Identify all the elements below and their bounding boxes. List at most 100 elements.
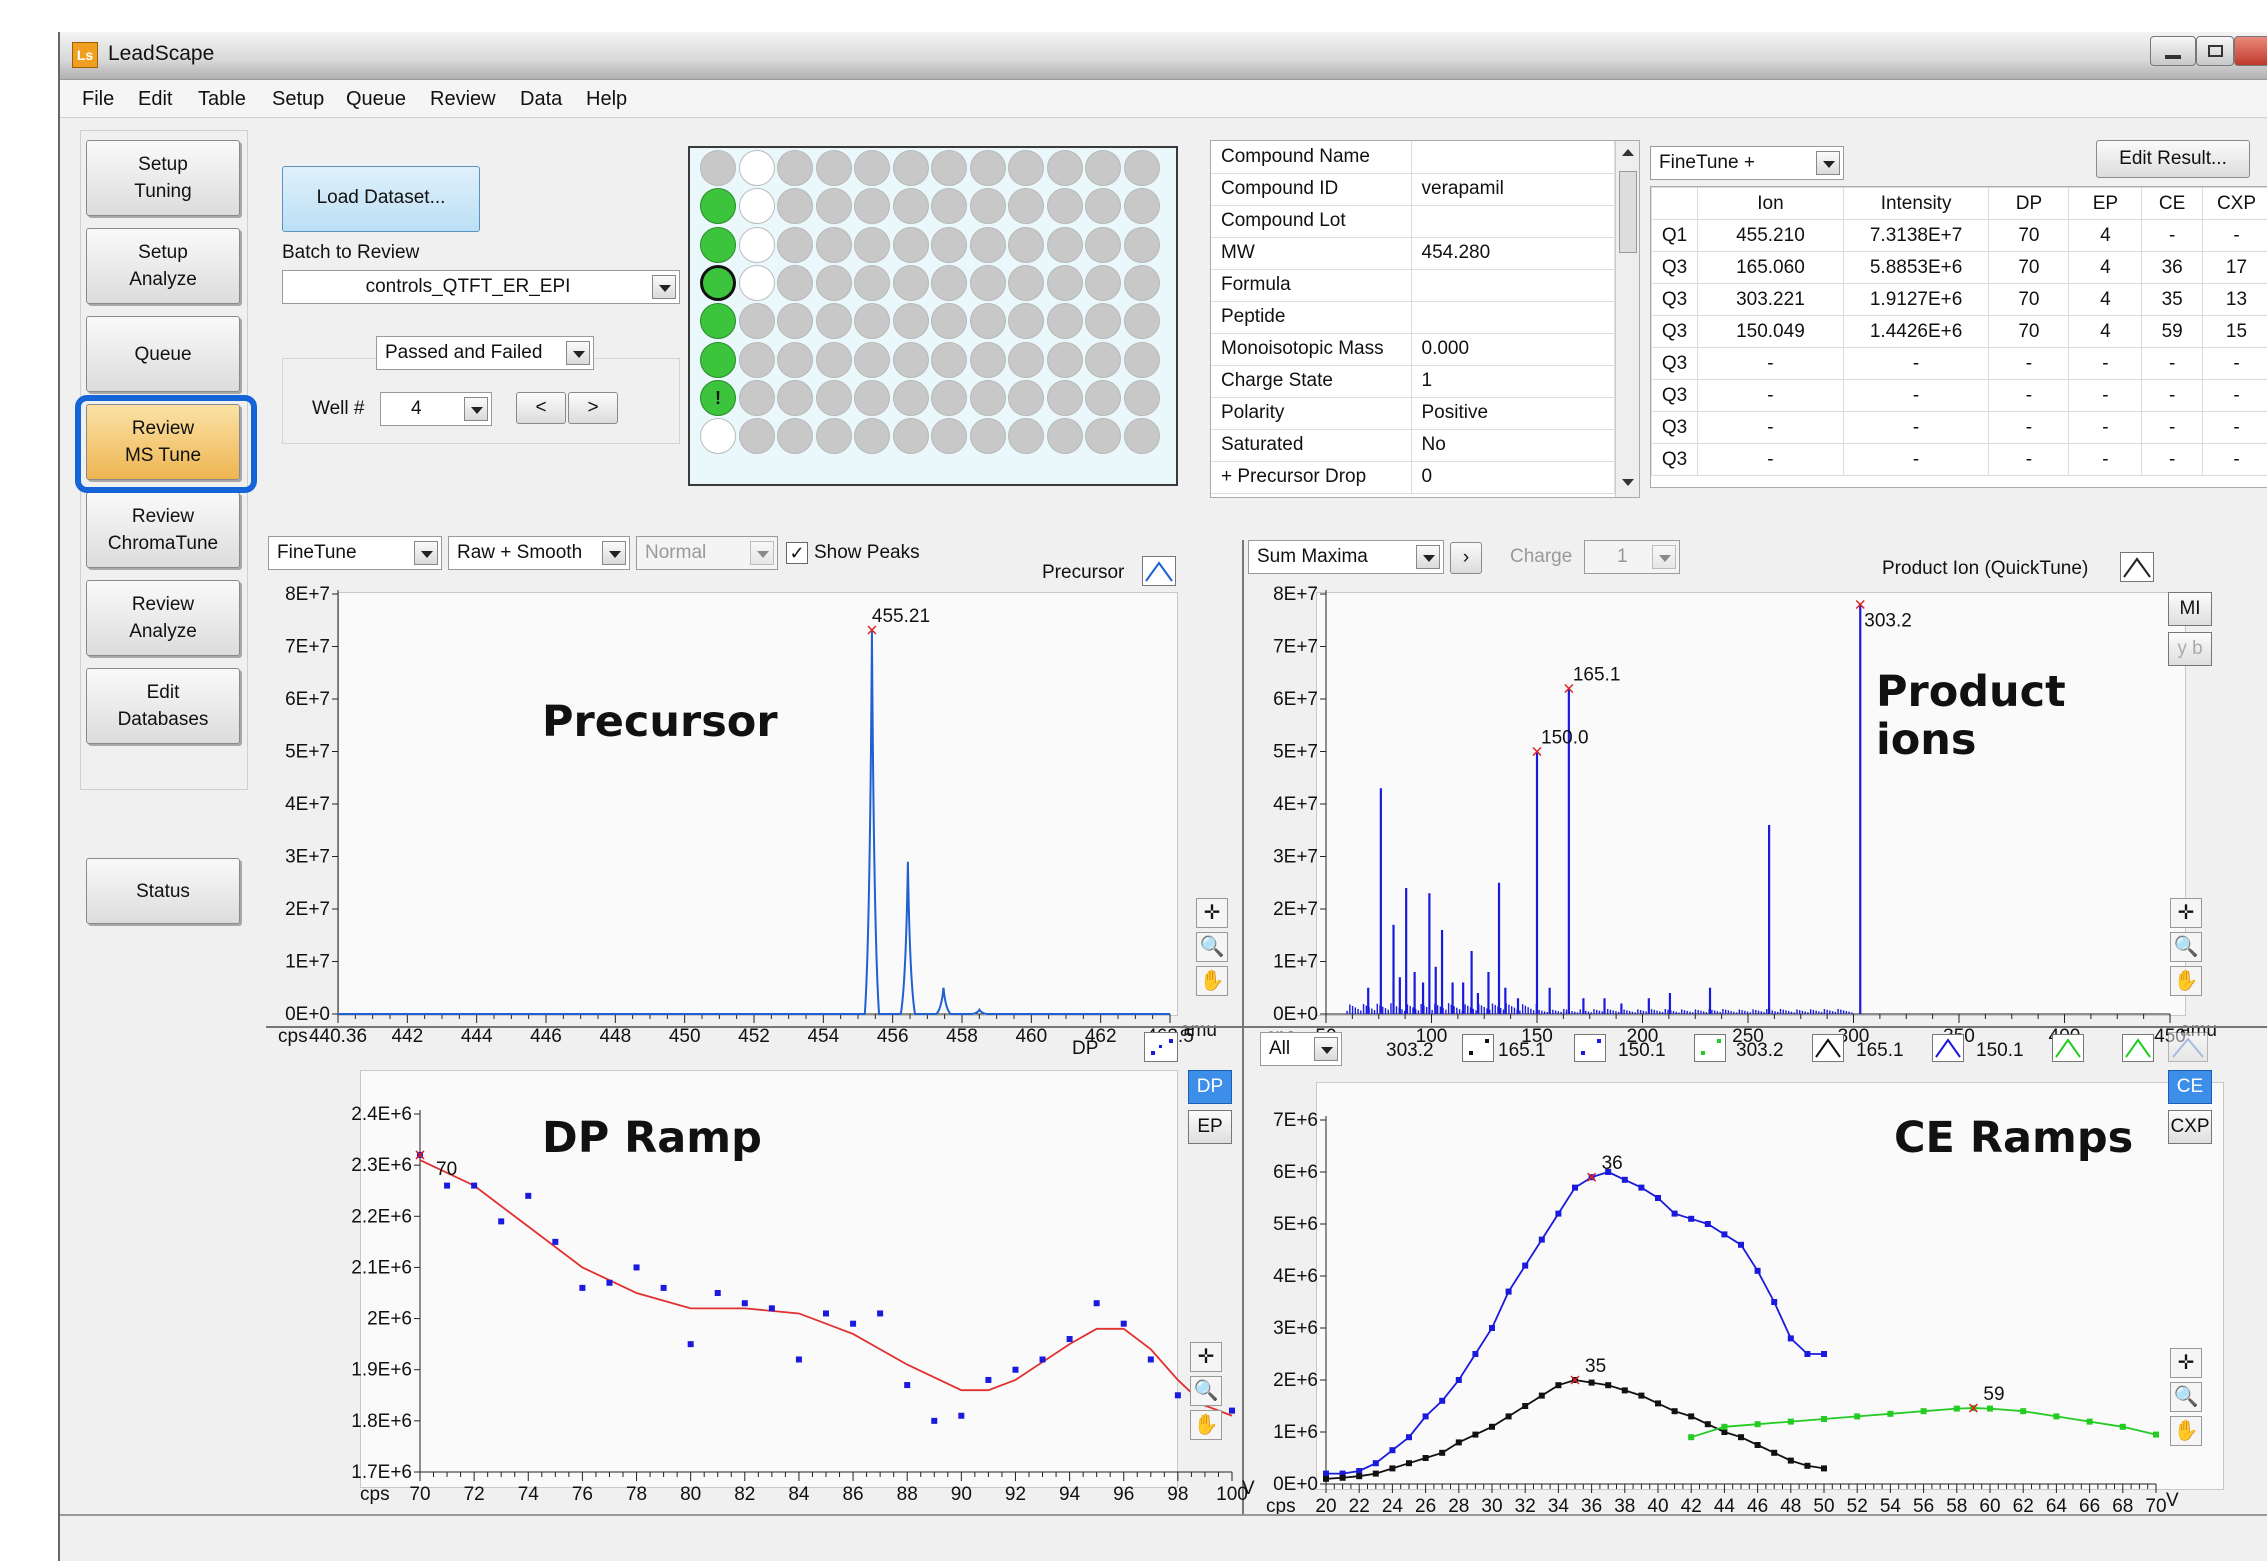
well-4-3[interactable] xyxy=(777,264,813,301)
zoom-icon[interactable]: 🔍 xyxy=(1196,932,1228,962)
well-2-7[interactable] xyxy=(931,188,967,225)
well-5-7[interactable] xyxy=(931,303,967,340)
well-6-7[interactable] xyxy=(931,341,967,378)
nav-queue[interactable]: Queue xyxy=(86,316,240,392)
well-5-9[interactable] xyxy=(1008,303,1044,340)
well-4-4[interactable] xyxy=(815,264,852,301)
minimize-button[interactable] xyxy=(2150,36,2196,66)
well-5-1[interactable] xyxy=(700,303,736,340)
well-6-9[interactable] xyxy=(1008,341,1044,378)
well-7-1[interactable]: ! xyxy=(700,379,736,416)
well-7-5[interactable] xyxy=(854,379,890,416)
menu-setup[interactable]: Setup xyxy=(272,88,325,110)
well-1-6[interactable] xyxy=(892,150,929,186)
well-4-7[interactable] xyxy=(931,264,967,301)
ion-mode-select[interactable]: FineTune + xyxy=(1650,146,1844,180)
well-2-4[interactable] xyxy=(815,188,852,225)
ion-col-header[interactable] xyxy=(1651,187,1699,220)
well-8-12[interactable] xyxy=(1123,418,1160,455)
well-8-4[interactable] xyxy=(815,418,852,455)
pan-hand-icon[interactable]: ✋ xyxy=(1196,966,1228,996)
ion-row[interactable]: Q1 455.210 7.3138E+7 70 4- - xyxy=(1651,219,2267,252)
ion-col-header[interactable]: EP xyxy=(2068,187,2143,220)
well-2-8[interactable] xyxy=(969,188,1006,225)
prev-well-button[interactable]: < xyxy=(516,392,566,424)
menu-file[interactable]: File xyxy=(82,88,115,110)
well-3-10[interactable] xyxy=(1046,226,1083,263)
ion-col-header[interactable]: CE xyxy=(2141,187,2203,220)
ion-row[interactable]: Q3 303.221 1.9127E+6 70 4 35 13 xyxy=(1651,283,2267,316)
nav-status[interactable]: Status xyxy=(86,858,240,924)
ion-row[interactable]: Q3 150.049 1.4426E+6 70 4 59 15 xyxy=(1651,315,2267,348)
load-dataset-button[interactable]: Load Dataset... xyxy=(282,166,480,232)
nav-review-chromatune[interactable]: Review ChromaTune xyxy=(86,492,240,568)
well-2-9[interactable] xyxy=(1008,188,1044,225)
well-7-2[interactable] xyxy=(738,379,775,416)
crosshair-icon[interactable]: ✛ xyxy=(2170,1348,2202,1378)
well-8-9[interactable] xyxy=(1008,418,1044,455)
crosshair-icon[interactable]: ✛ xyxy=(1196,898,1228,928)
ion-col-header[interactable]: DP xyxy=(1988,187,2070,220)
well-7-10[interactable] xyxy=(1046,379,1083,416)
well-1-1[interactable] xyxy=(700,150,736,186)
well-6-11[interactable] xyxy=(1085,341,1121,378)
precursor-mode-select[interactable]: FineTune xyxy=(268,536,442,570)
well-1-4[interactable] xyxy=(815,150,852,186)
well-1-2[interactable] xyxy=(738,150,775,186)
well-7-3[interactable] xyxy=(777,379,813,416)
nav-setup-tuning[interactable]: Setup Tuning xyxy=(86,140,240,216)
product-next-button[interactable]: › xyxy=(1450,542,1482,574)
menu-review[interactable]: Review xyxy=(430,88,496,110)
product-mode-select[interactable]: Sum Maxima xyxy=(1248,540,1444,574)
ep-button[interactable]: EP xyxy=(1188,1110,1232,1144)
edit-result-button[interactable]: Edit Result... xyxy=(2096,140,2250,178)
zoom-icon[interactable]: 🔍 xyxy=(2170,1382,2202,1412)
well-3-4[interactable] xyxy=(815,226,852,263)
crosshair-icon[interactable]: ✛ xyxy=(1190,1342,1222,1372)
well-2-11[interactable] xyxy=(1085,188,1121,225)
menu-queue[interactable]: Queue xyxy=(346,88,407,110)
well-plate[interactable]: ! xyxy=(688,146,1178,486)
well-1-9[interactable] xyxy=(1008,150,1044,186)
well-6-5[interactable] xyxy=(854,341,890,378)
menu-help[interactable]: Help xyxy=(586,88,628,110)
well-3-2[interactable] xyxy=(738,226,775,263)
scroll-up-icon[interactable] xyxy=(1622,149,1634,156)
menu-edit[interactable]: Edit xyxy=(138,88,173,110)
ion-row[interactable]: Q3- - - - - - xyxy=(1651,411,2267,444)
close-button[interactable] xyxy=(2234,36,2267,66)
well-4-1[interactable] xyxy=(700,264,736,301)
ion-col-header[interactable]: CXP xyxy=(2201,187,2267,220)
well-2-1[interactable] xyxy=(700,188,736,225)
ce-mode-select[interactable]: All xyxy=(1260,1032,1342,1066)
mi-button[interactable]: MI xyxy=(2168,592,2212,626)
well-7-9[interactable] xyxy=(1008,379,1044,416)
precursor-plot-area[interactable] xyxy=(338,592,1178,1016)
zoom-icon[interactable]: 🔍 xyxy=(1190,1376,1222,1406)
well-1-5[interactable] xyxy=(854,150,890,186)
well-2-2[interactable] xyxy=(738,188,775,225)
well-4-8[interactable] xyxy=(969,264,1006,301)
nav-setup-analyze[interactable]: Setup Analyze xyxy=(86,228,240,304)
well-3-11[interactable] xyxy=(1085,226,1121,263)
well-1-8[interactable] xyxy=(969,150,1006,186)
well-1-11[interactable] xyxy=(1085,150,1121,186)
well-4-5[interactable] xyxy=(854,264,890,301)
well-7-8[interactable] xyxy=(969,379,1006,416)
well-5-6[interactable] xyxy=(892,303,929,340)
well-6-2[interactable] xyxy=(738,341,775,378)
nav-review-ms-tune[interactable]: Review MS Tune xyxy=(86,404,240,480)
well-5-5[interactable] xyxy=(854,303,890,340)
well-4-9[interactable] xyxy=(1008,264,1044,301)
ion-row[interactable]: Q3- - - - - - xyxy=(1651,347,2267,380)
ion-row[interactable]: Q3- - - - - - xyxy=(1651,443,2267,476)
scroll-down-icon[interactable] xyxy=(1622,479,1634,486)
well-4-6[interactable] xyxy=(892,264,929,301)
well-8-1[interactable] xyxy=(700,418,736,455)
well-3-3[interactable] xyxy=(777,226,813,263)
well-3-5[interactable] xyxy=(854,226,890,263)
well-select[interactable]: 4 xyxy=(380,392,492,426)
cxp-button[interactable]: CXP xyxy=(2168,1110,2212,1144)
scroll-thumb[interactable] xyxy=(1619,171,1637,253)
well-4-11[interactable] xyxy=(1085,264,1121,301)
